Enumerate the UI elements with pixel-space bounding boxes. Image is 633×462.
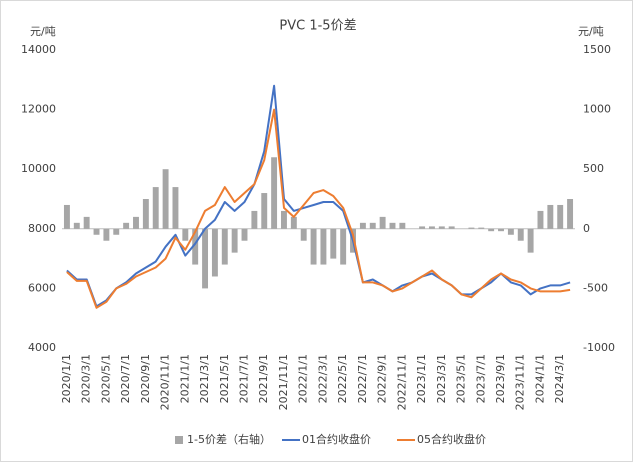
x-tick-label: 2022/3/1 <box>316 354 329 403</box>
y-tick-label: 8000 <box>28 222 56 235</box>
y-tick-label: 4000 <box>28 341 56 354</box>
bar <box>547 204 554 229</box>
x-tick-label: 2020/3/1 <box>80 354 93 403</box>
x-tick-label: 2023/11/1 <box>514 354 527 410</box>
x-tick-label: 2023/7/1 <box>474 354 487 403</box>
bar <box>172 187 179 229</box>
legend-label: 1-5价差（右轴） <box>187 432 271 446</box>
bar <box>221 228 228 265</box>
bar <box>290 216 297 229</box>
bar <box>498 228 504 232</box>
bar <box>202 228 209 289</box>
x-tick-label: 2023/9/1 <box>494 354 507 403</box>
bar <box>261 193 268 229</box>
x-tick-label: 2022/7/1 <box>356 354 369 403</box>
chart-title: PVC 1-5价差 <box>279 19 356 34</box>
x-tick-label: 2021/9/1 <box>257 354 270 403</box>
bar <box>300 228 307 241</box>
y-tick-label: 14000 <box>21 43 56 56</box>
legend-label: 05合约收盘价 <box>417 432 486 446</box>
y2-tick-label: -500 <box>583 281 608 294</box>
x-tick-label: 2023/3/1 <box>435 354 448 403</box>
x-tick-label: 2022/11/1 <box>395 354 408 410</box>
bar <box>73 222 80 229</box>
bar <box>142 199 149 229</box>
bar <box>192 228 199 265</box>
bar <box>488 228 495 232</box>
legend-swatch <box>175 436 183 444</box>
x-tick-label: 2020/9/1 <box>139 354 152 403</box>
x-tick-label: 2022/5/1 <box>336 354 349 403</box>
x-tick-label: 2021/11/1 <box>277 354 290 410</box>
bar <box>63 204 70 229</box>
y-tick-label: 6000 <box>28 281 56 294</box>
bar <box>507 228 514 235</box>
bar <box>567 199 574 229</box>
x-tick-label: 2021/1/1 <box>178 354 191 403</box>
bar <box>251 210 258 229</box>
x-tick-label: 2024/3/1 <box>553 354 566 403</box>
bar <box>359 222 366 229</box>
line <box>66 108 571 309</box>
bar <box>162 169 169 229</box>
bar <box>182 228 189 241</box>
bar <box>93 228 100 235</box>
bar <box>379 216 386 229</box>
y2-tick-label: 1000 <box>583 103 611 116</box>
y2-axis-label: 元/吨 <box>578 25 604 38</box>
x-tick-label: 2020/11/1 <box>159 354 172 410</box>
line <box>66 84 571 308</box>
bar <box>419 226 426 229</box>
x-tick-label: 2021/3/1 <box>198 354 211 403</box>
y-axis-label: 元/吨 <box>30 25 56 38</box>
x-tick-label: 2021/5/1 <box>218 354 231 403</box>
bar <box>438 226 445 229</box>
bar <box>537 210 544 229</box>
bar <box>310 228 317 265</box>
bar <box>103 228 110 241</box>
x-tick-label: 2020/7/1 <box>119 354 132 403</box>
x-tick-label: 2023/1/1 <box>415 354 428 403</box>
bar <box>448 226 455 229</box>
bar <box>389 222 396 229</box>
bar <box>468 227 475 229</box>
bar <box>557 204 564 229</box>
legend-label: 01合约收盘价 <box>302 432 371 446</box>
bar <box>241 228 248 241</box>
x-tick-label: 2022/1/1 <box>297 354 310 403</box>
x-tick-label: 2024/1/1 <box>533 354 546 403</box>
bar <box>133 216 139 229</box>
y-tick-label: 10000 <box>21 162 56 175</box>
bar <box>271 157 278 229</box>
x-tick-label: 2023/5/1 <box>455 354 468 403</box>
bar <box>340 228 347 265</box>
y2-tick-label: 500 <box>583 162 604 175</box>
y2-tick-label: 1500 <box>583 43 611 56</box>
y-tick-label: 12000 <box>21 103 56 116</box>
bar <box>369 222 376 229</box>
y2-tick-label: 0 <box>583 222 590 235</box>
bar <box>330 228 337 259</box>
x-tick-label: 2020/5/1 <box>99 354 112 403</box>
bar <box>399 222 406 229</box>
bar <box>152 187 159 229</box>
bar <box>113 228 120 235</box>
bar <box>211 228 218 277</box>
x-tick-label: 2021/7/1 <box>238 354 251 403</box>
bar <box>320 228 327 265</box>
bar <box>281 210 287 229</box>
bar <box>478 227 485 229</box>
bar <box>517 228 524 241</box>
y2-tick-label: -1000 <box>583 341 615 354</box>
bar <box>123 222 130 229</box>
bar <box>231 228 238 253</box>
bar <box>83 216 90 229</box>
x-tick-label: 2020/1/1 <box>60 354 73 403</box>
bar <box>527 228 534 253</box>
bar <box>428 226 435 229</box>
x-tick-label: 2022/9/1 <box>376 354 389 403</box>
